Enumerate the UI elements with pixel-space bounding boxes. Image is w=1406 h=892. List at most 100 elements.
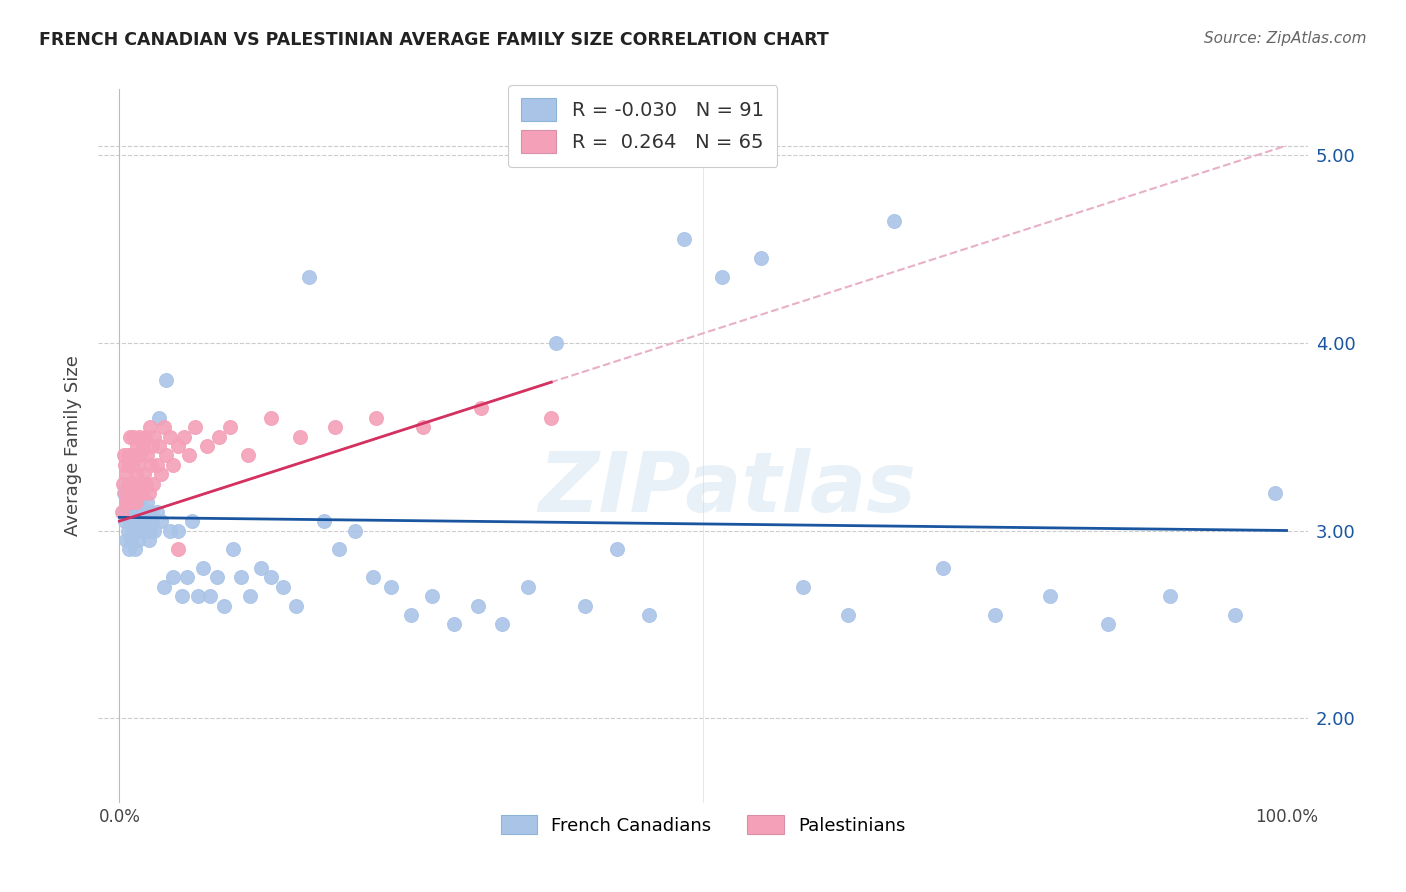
Point: [121, 514, 143, 528]
Point: [132, 439, 155, 453]
Point: [399, 607, 422, 622]
Point: [146, 458, 169, 472]
Point: [239, 589, 262, 603]
Point: [118, 486, 141, 500]
Point: [195, 439, 218, 453]
Point: [193, 561, 215, 575]
Point: [122, 524, 145, 538]
Point: [249, 561, 271, 575]
Point: [118, 458, 141, 472]
Point: [115, 495, 138, 509]
Point: [142, 476, 165, 491]
Point: [271, 580, 294, 594]
Point: [150, 467, 173, 482]
Point: [136, 495, 159, 509]
Point: [139, 505, 162, 519]
Point: [122, 486, 145, 500]
Point: [932, 561, 955, 575]
Point: [1225, 607, 1247, 622]
Point: [883, 213, 905, 227]
Point: [115, 533, 138, 547]
Point: [138, 486, 160, 500]
Point: [325, 420, 347, 434]
Point: [127, 486, 149, 500]
Point: [117, 449, 139, 463]
Point: [127, 533, 149, 547]
Point: [118, 514, 141, 528]
Point: [125, 476, 148, 491]
Point: [124, 449, 146, 463]
Point: [117, 486, 139, 500]
Point: [152, 580, 174, 594]
Point: [159, 429, 181, 443]
Point: [166, 524, 188, 538]
Point: [984, 607, 1007, 622]
Point: [141, 439, 163, 453]
Point: [606, 542, 628, 557]
Point: [117, 524, 139, 538]
Point: [129, 476, 152, 491]
Point: [114, 458, 136, 472]
Text: Source: ZipAtlas.com: Source: ZipAtlas.com: [1204, 31, 1367, 46]
Point: [214, 599, 236, 613]
Point: [792, 580, 814, 594]
Text: FRENCH CANADIAN VS PALESTINIAN AVERAGE FAMILY SIZE CORRELATION CHART: FRENCH CANADIAN VS PALESTINIAN AVERAGE F…: [39, 31, 830, 49]
Point: [122, 476, 145, 491]
Point: [124, 505, 146, 519]
Point: [128, 429, 150, 443]
Point: [125, 495, 148, 509]
Point: [118, 495, 141, 509]
Point: [155, 449, 177, 463]
Point: [297, 270, 319, 285]
Point: [112, 449, 135, 463]
Point: [125, 495, 148, 509]
Point: [139, 458, 162, 472]
Point: [136, 449, 159, 463]
Point: [328, 542, 350, 557]
Point: [208, 429, 231, 443]
Point: [179, 449, 201, 463]
Point: [124, 486, 146, 500]
Legend: French Canadians, Palestinians: French Canadians, Palestinians: [492, 806, 914, 844]
Point: [120, 505, 142, 519]
Point: [114, 514, 136, 528]
Point: [180, 514, 202, 528]
Point: [412, 420, 434, 434]
Point: [128, 514, 150, 528]
Point: [162, 458, 184, 472]
Point: [187, 589, 209, 603]
Point: [111, 505, 134, 519]
Point: [129, 449, 152, 463]
Point: [143, 429, 166, 443]
Point: [127, 458, 149, 472]
Point: [120, 449, 142, 463]
Point: [673, 232, 696, 246]
Point: [710, 270, 733, 285]
Point: [134, 505, 156, 519]
Text: ZIPatlas: ZIPatlas: [538, 449, 917, 529]
Point: [125, 439, 148, 453]
Point: [152, 420, 174, 434]
Point: [344, 524, 367, 538]
Point: [159, 524, 181, 538]
Point: [260, 410, 283, 425]
Point: [176, 570, 198, 584]
Point: [118, 476, 141, 491]
Point: [260, 570, 283, 584]
Point: [132, 524, 155, 538]
Point: [751, 251, 773, 265]
Point: [467, 599, 489, 613]
Point: [638, 607, 661, 622]
Point: [148, 439, 170, 453]
Point: [131, 486, 153, 500]
Point: [221, 542, 243, 557]
Point: [139, 524, 162, 538]
Point: [290, 429, 312, 443]
Point: [132, 467, 155, 482]
Point: [540, 410, 562, 425]
Point: [127, 505, 149, 519]
Point: [111, 505, 134, 519]
Point: [122, 429, 145, 443]
Point: [125, 467, 148, 482]
Point: [1097, 617, 1119, 632]
